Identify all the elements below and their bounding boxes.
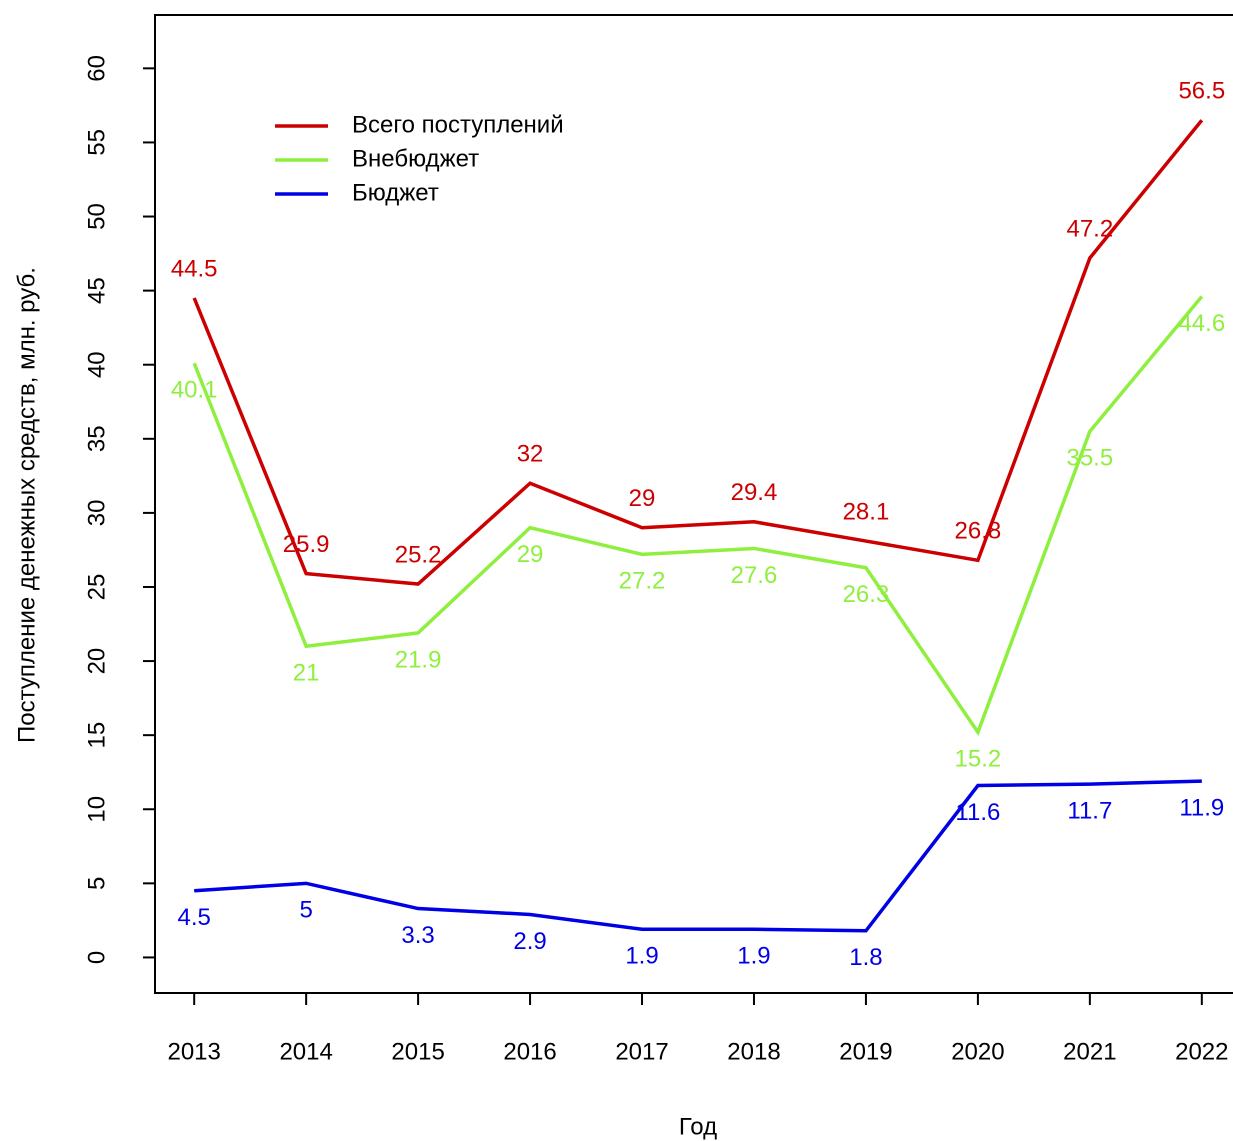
data-label: 28.1 — [843, 498, 890, 525]
y-tick-label: 20 — [83, 648, 110, 675]
data-label: 26.3 — [843, 581, 890, 608]
data-label: 35.5 — [1066, 445, 1113, 472]
data-label: 44.6 — [1178, 310, 1225, 337]
x-tick-label: 2015 — [391, 1038, 444, 1065]
data-label: 11.9 — [1179, 794, 1224, 821]
data-label: 26.8 — [955, 518, 1002, 545]
data-label: 27.2 — [619, 568, 666, 595]
x-tick-label: 2018 — [727, 1038, 780, 1065]
series-line — [192, 295, 1204, 736]
data-label: 47.2 — [1066, 215, 1113, 242]
legend-label: Внебюджет — [352, 145, 479, 172]
data-label: 5 — [299, 897, 312, 924]
x-tick-label: 2017 — [615, 1038, 668, 1065]
series-line — [192, 119, 1204, 586]
data-label: 29.4 — [731, 479, 778, 506]
data-label: 1.9 — [625, 943, 658, 970]
data-label: 11.7 — [1067, 797, 1112, 824]
data-label: 1.8 — [849, 944, 882, 971]
data-label: 21.9 — [395, 646, 442, 673]
data-label: 29 — [629, 485, 656, 512]
data-label: 15.2 — [955, 746, 1002, 773]
x-tick-label: 2019 — [839, 1038, 892, 1065]
data-label: 40.1 — [171, 377, 218, 404]
plot-frame — [154, 14, 1233, 994]
y-tick-label: 50 — [83, 203, 110, 230]
data-label: 56.5 — [1178, 78, 1225, 105]
y-tick-label: 55 — [83, 129, 110, 156]
y-tick-label: 35 — [83, 425, 110, 452]
x-tick-label: 2020 — [951, 1038, 1004, 1065]
x-tick-label: 2021 — [1063, 1038, 1116, 1065]
data-label: 3.3 — [401, 922, 434, 949]
y-tick-label: 15 — [83, 722, 110, 749]
data-label: 32 — [517, 441, 544, 468]
data-label: 21 — [293, 660, 320, 687]
x-tick-label: 2016 — [503, 1038, 556, 1065]
data-label: 44.5 — [171, 255, 218, 282]
x-tick-label: 2022 — [1175, 1038, 1228, 1065]
x-tick-label: 2013 — [167, 1038, 220, 1065]
legend-label: Всего поступлений — [352, 111, 564, 138]
y-tick-label: 0 — [83, 951, 110, 964]
data-label: 1.9 — [737, 943, 770, 970]
x-tick-label: 2014 — [279, 1038, 332, 1065]
y-tick-label: 25 — [83, 574, 110, 601]
y-axis-label: Поступление денежных средств, млн. руб. — [13, 267, 40, 743]
y-tick-label: 60 — [83, 55, 110, 82]
series-line — [194, 779, 1202, 933]
data-label: 2.9 — [513, 928, 546, 955]
data-label: 25.9 — [283, 531, 330, 558]
data-label: 11.6 — [955, 799, 1000, 826]
data-label: 4.5 — [177, 904, 210, 931]
y-tick-label: 30 — [83, 500, 110, 527]
data-label: 27.6 — [731, 562, 778, 589]
y-tick-label: 45 — [83, 277, 110, 304]
legend-label: Бюджет — [352, 179, 439, 206]
y-tick-label: 40 — [83, 351, 110, 378]
x-axis-label: Год — [679, 1113, 717, 1140]
y-tick-label: 10 — [83, 796, 110, 823]
data-label: 29 — [517, 541, 544, 568]
data-label: 25.2 — [395, 541, 442, 568]
y-tick-label: 5 — [83, 877, 110, 890]
